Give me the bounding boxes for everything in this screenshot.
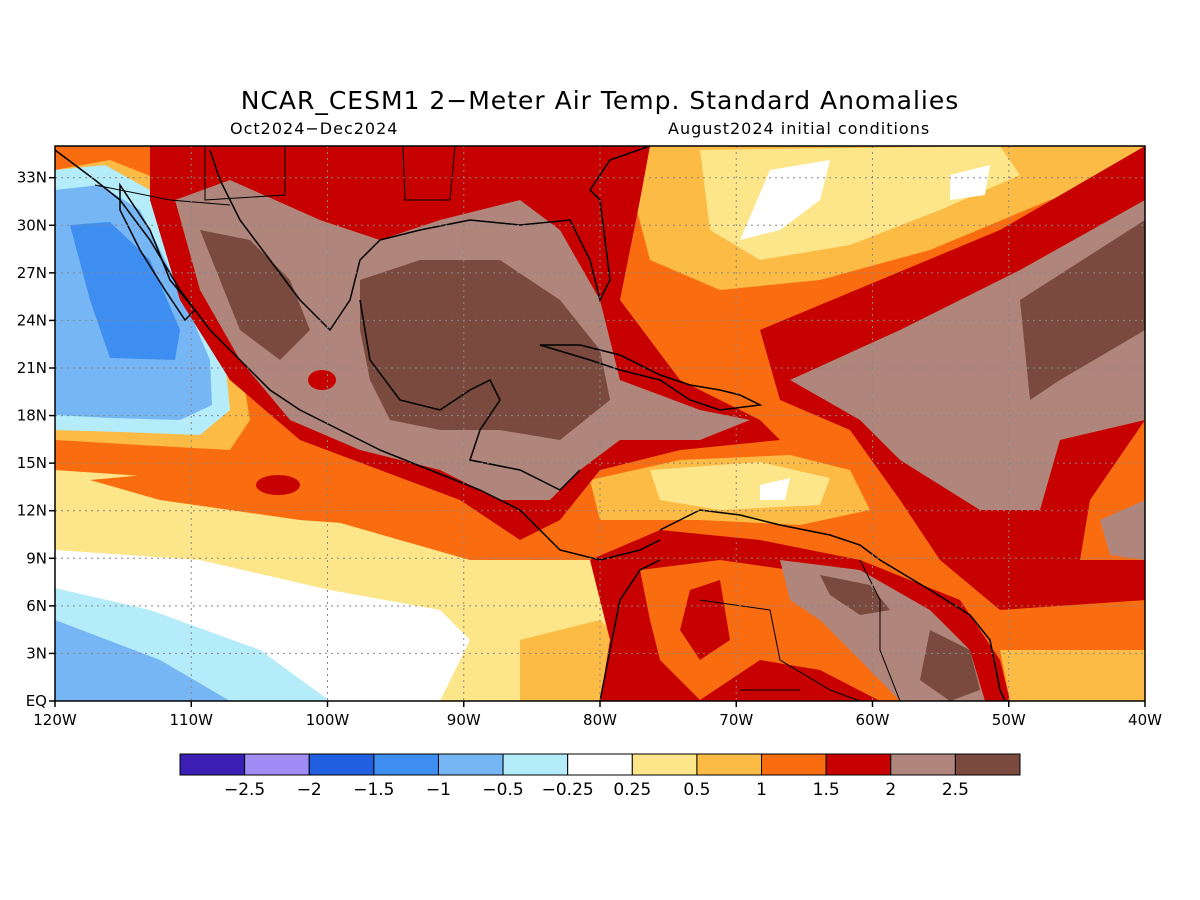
colorbar-swatch — [631, 753, 698, 776]
colorbar-label: −2 — [297, 780, 322, 800]
colorbar-swatch — [308, 753, 375, 776]
x-tick-label: 80W — [583, 711, 617, 729]
colorbar-swatch — [954, 753, 1021, 776]
colorbar-label: −1.5 — [353, 780, 394, 800]
x-tick-label: 100W — [306, 711, 350, 729]
colorbar-label: −0.5 — [482, 780, 523, 800]
colorbar-label: 0.5 — [683, 780, 710, 800]
forecast-period: Oct2024−Dec2024 — [230, 119, 399, 138]
coastlines — [55, 146, 1006, 701]
x-tick-label: 90W — [447, 711, 481, 729]
colorbar-swatch — [696, 753, 763, 776]
y-tick-label: 21N — [17, 359, 47, 377]
colorbar-label: −2.5 — [224, 780, 265, 800]
colorbar-label: 0.25 — [613, 780, 651, 800]
x-axis: 120W 110W 100W 90W 80W 70W 60W 50W 40W — [33, 701, 1162, 729]
x-tick-label: 120W — [33, 711, 77, 729]
anomaly-field — [55, 146, 1145, 701]
y-tick-label: 30N — [17, 216, 47, 234]
borders — [94, 146, 901, 701]
initial-conditions: August2024 initial conditions — [668, 119, 931, 138]
y-tick-label: 27N — [17, 264, 47, 282]
y-tick-label: 24N — [17, 311, 47, 329]
colorbar-swatch — [567, 753, 633, 776]
colorbar-label: −0.25 — [542, 780, 594, 800]
y-tick-label: 3N — [26, 644, 47, 662]
x-tick-label: 110W — [170, 711, 214, 729]
colorbar-swatch — [502, 753, 569, 776]
y-tick-label: 15N — [17, 454, 47, 472]
colorbar: −2.5 −2 −1.5 −1 −0.5 −0.25 0.25 0.5 1 1.5 2 2.5 — [179, 753, 1021, 800]
colorbar-label: 2 — [885, 780, 896, 800]
y-axis: 33N 30N 27N 24N 21N 18N 15N 12N 9N 6N 3N EQ — [17, 169, 55, 710]
colorbar-label: 1.5 — [813, 780, 840, 800]
colorbar-swatch — [437, 753, 504, 776]
y-tick-label: EQ — [26, 692, 47, 710]
grid-lines — [55, 146, 1145, 701]
colorbar-label: 2.5 — [942, 780, 969, 800]
colorbar-swatch — [244, 753, 310, 776]
y-tick-label: 12N — [17, 502, 47, 520]
y-tick-label: 9N — [26, 549, 47, 567]
x-tick-label: 40W — [1128, 711, 1162, 729]
colorbar-swatch — [373, 753, 439, 776]
chart-title: NCAR_CESM1 2−Meter Air Temp. Standard An… — [240, 86, 960, 115]
x-tick-label: 60W — [856, 711, 890, 729]
x-tick-label: 50W — [992, 711, 1026, 729]
colorbar-swatch — [179, 753, 246, 776]
colorbar-swatch — [761, 753, 827, 776]
y-tick-label: 18N — [17, 407, 47, 425]
colorbar-swatch — [825, 753, 892, 776]
y-tick-label: 33N — [17, 169, 47, 187]
colorbar-swatch — [890, 753, 956, 776]
colorbar-label: −1 — [426, 780, 451, 800]
y-tick-label: 6N — [26, 597, 47, 615]
x-tick-label: 70W — [719, 711, 753, 729]
colorbar-label: 1 — [756, 780, 767, 800]
